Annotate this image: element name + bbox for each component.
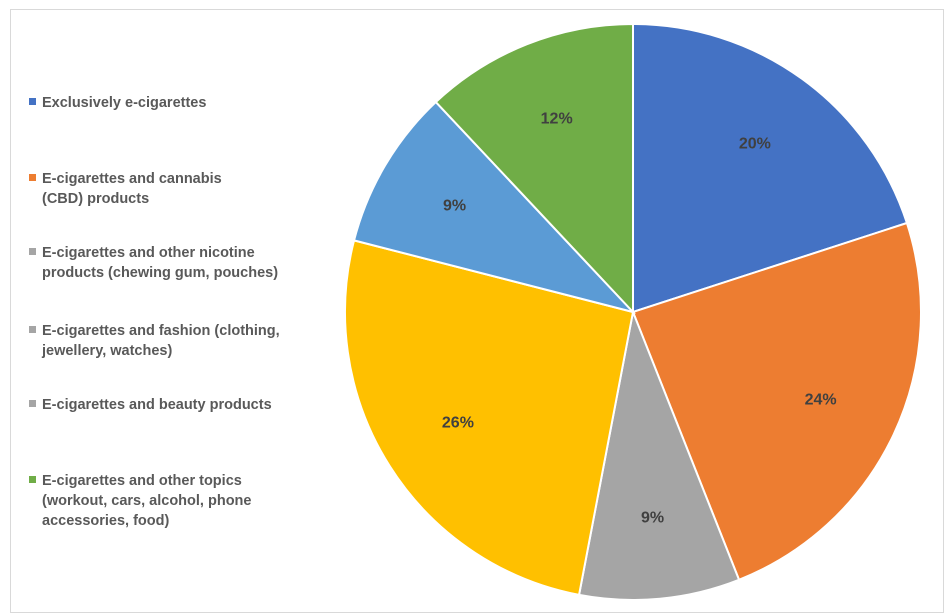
- pie-slice-e-cigarettes-and-cannabis: [631, 221, 922, 582]
- pie-slice-e-cigarettes-and-other-topics: [434, 22, 634, 315]
- pie-slice-e-cigarettes-and-beauty-products: [352, 100, 637, 314]
- pie-data-label: 12%: [541, 110, 573, 127]
- legend-item-exclusively-e-cigarettes: Exclusively e-cigarettes: [29, 93, 206, 113]
- legend-label: Exclusively e-cigarettes: [42, 95, 207, 111]
- pie-data-labels: 20% 24% 9% 26% 9% 12%: [442, 110, 837, 526]
- pie-data-label: 26%: [442, 414, 474, 431]
- pie-slice-e-cigarettes-and-other-nicotine: [577, 308, 741, 602]
- legend-item-fashion: E-cigarettes and fashion (clothing, jewe…: [29, 321, 280, 361]
- legend-swatch: [29, 476, 36, 483]
- legend-swatch: [29, 326, 36, 333]
- legend-item-other-topics: E-cigarettes and other topics (workout, …: [29, 471, 251, 531]
- legend-label: E-cigarettes and other nicotine products…: [42, 245, 279, 281]
- pie-slices: [344, 22, 922, 602]
- pie-slice-e-cigarettes-and-fashion-clothing: [344, 239, 635, 597]
- legend-item-cannabis: E-cigarettes and cannabis (CBD) products: [29, 169, 222, 209]
- pie-data-label: 9%: [443, 198, 466, 215]
- legend-label: E-cigarettes and cannabis (CBD) products: [42, 171, 222, 207]
- pie-data-label: 9%: [641, 510, 664, 527]
- legend-swatch: [29, 98, 36, 105]
- legend-label: E-cigarettes and other topics (workout, …: [42, 473, 252, 529]
- legend-item-other-nicotine: E-cigarettes and other nicotine products…: [29, 243, 278, 283]
- pie-data-label: 24%: [805, 392, 837, 409]
- legend-swatch: [29, 400, 36, 407]
- legend-label: E-cigarettes and beauty products: [42, 397, 272, 413]
- legend-swatch: [29, 248, 36, 255]
- pie-slice-exclusively-e-cigarettes: [632, 22, 909, 314]
- legend-label: E-cigarettes and fashion (clothing, jewe…: [42, 323, 280, 359]
- pie-data-label: 20%: [739, 135, 771, 152]
- legend-swatch: [29, 174, 36, 181]
- legend-item-beauty: E-cigarettes and beauty products: [29, 395, 272, 415]
